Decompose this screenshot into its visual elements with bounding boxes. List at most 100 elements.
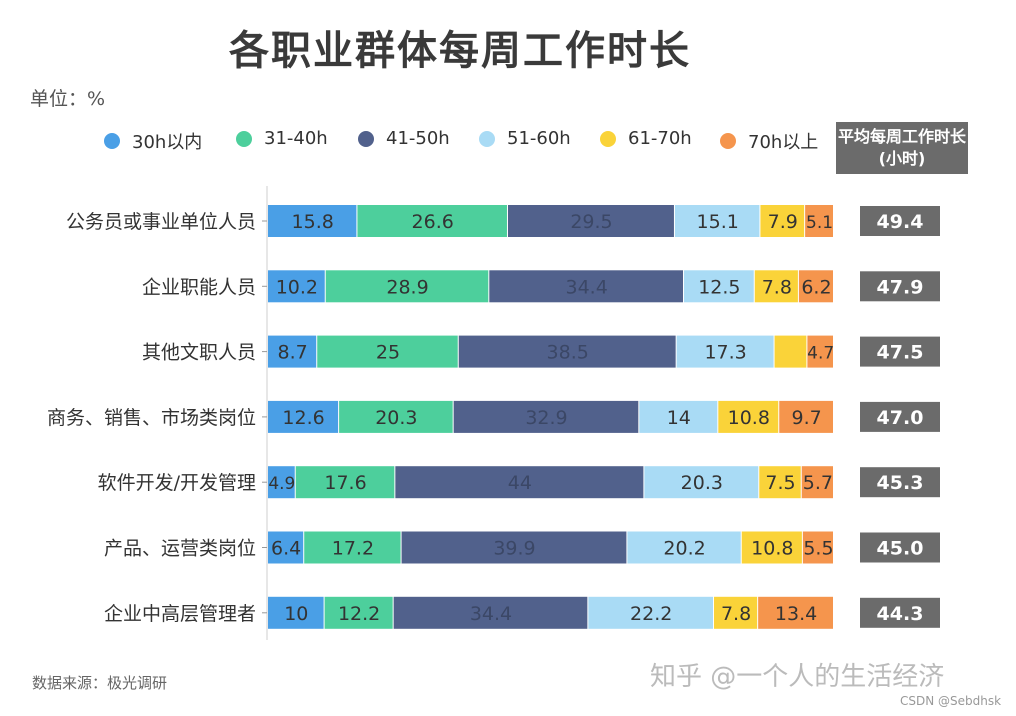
bar-value-label-5-1: 17.2 bbox=[332, 538, 374, 560]
category-label-2: 其他文职人员 bbox=[142, 342, 256, 364]
bar-segment-1-4 bbox=[754, 270, 798, 303]
category-label-0: 公务员或事业单位人员 bbox=[66, 211, 256, 233]
bar-value-label-4-0: 4.9 bbox=[268, 474, 295, 494]
bar-value-label-1-2: 34.4 bbox=[566, 276, 608, 298]
bar-value-label-1-5: 6.2 bbox=[801, 276, 831, 298]
bar-segment-3-2 bbox=[453, 400, 639, 433]
bar-segment-5-2 bbox=[401, 531, 627, 564]
legend-item-5: 70h以上 bbox=[720, 128, 818, 154]
bar-segment-4-5 bbox=[801, 466, 833, 499]
bar-segment-6-4 bbox=[714, 596, 758, 629]
bar-value-label-0-1: 26.6 bbox=[412, 211, 454, 233]
bar-segment-2-0 bbox=[268, 335, 317, 368]
bar-segment-1-3 bbox=[684, 270, 754, 303]
bar-value-label-6-2: 34.4 bbox=[470, 603, 512, 625]
legend-swatch-0 bbox=[104, 133, 120, 149]
legend-label-1: 31-40h bbox=[264, 128, 328, 149]
bar-segment-0-2 bbox=[507, 205, 674, 237]
bar-segment-0-3 bbox=[674, 205, 760, 237]
avg-hours-box-6 bbox=[860, 597, 940, 628]
bar-value-label-2-2: 38.5 bbox=[547, 342, 589, 364]
avg-hours-value-5: 45.0 bbox=[877, 538, 924, 560]
bar-segment-2-4 bbox=[774, 335, 807, 368]
bar-segment-3-5 bbox=[779, 400, 833, 433]
legend-swatch-5 bbox=[720, 133, 736, 149]
bar-segment-4-1 bbox=[295, 466, 395, 499]
bar-segment-4-0 bbox=[268, 466, 295, 499]
bar-segment-6-1 bbox=[324, 596, 393, 629]
bar-value-label-4-4: 7.5 bbox=[765, 472, 795, 494]
bar-segment-0-5 bbox=[805, 205, 833, 237]
bar-value-label-1-1: 28.9 bbox=[386, 276, 428, 298]
bar-segment-1-1 bbox=[325, 270, 489, 303]
bar-value-label-5-3: 20.2 bbox=[663, 538, 705, 560]
bar-segment-1-2 bbox=[489, 270, 684, 303]
bar-segment-5-4 bbox=[741, 531, 802, 564]
unit-label: 单位：% bbox=[30, 88, 106, 110]
category-label-1: 企业职能人员 bbox=[142, 276, 256, 298]
watermark: 知乎 @一个人的生活经济 bbox=[650, 662, 945, 692]
category-label-5: 产品、运营类岗位 bbox=[104, 538, 256, 560]
bar-value-label-5-0: 6.4 bbox=[271, 538, 301, 560]
bar-value-label-2-5: 4.7 bbox=[807, 344, 834, 364]
bar-value-label-0-3: 15.1 bbox=[697, 211, 739, 233]
bar-value-label-2-1: 25 bbox=[376, 342, 400, 364]
avg-hours-value-2: 47.5 bbox=[877, 342, 924, 364]
legend-item-3: 51-60h bbox=[479, 128, 571, 149]
legend-swatch-1 bbox=[236, 130, 252, 147]
bar-value-label-3-3: 14 bbox=[667, 407, 691, 429]
bar-value-label-5-4: 10.8 bbox=[751, 538, 793, 560]
avg-hours-value-6: 44.3 bbox=[877, 603, 924, 625]
legend-item-1: 31-40h bbox=[236, 128, 328, 149]
bar-value-label-6-4: 7.8 bbox=[721, 603, 751, 625]
bar-segment-5-0 bbox=[268, 531, 304, 564]
bar-segment-3-4 bbox=[718, 400, 779, 433]
bar-value-label-3-1: 20.3 bbox=[375, 407, 417, 429]
bar-segment-4-4 bbox=[759, 466, 801, 499]
credit-text: CSDN @Sebdhsk bbox=[900, 694, 1002, 708]
legend-item-2: 41-50h bbox=[358, 128, 450, 149]
avg-hours-header: 平均每周工作时长(小时) bbox=[836, 122, 968, 174]
bar-segment-2-1 bbox=[317, 335, 458, 368]
bar-segment-5-3 bbox=[627, 531, 741, 564]
avg-hours-box-5 bbox=[860, 532, 940, 563]
category-label-4: 软件开发/开发管理 bbox=[98, 472, 256, 494]
avg-hours-box-0 bbox=[860, 206, 940, 236]
legend-item-4: 61-70h bbox=[600, 128, 692, 149]
bar-segment-3-1 bbox=[339, 400, 453, 433]
bar-segment-5-1 bbox=[304, 531, 401, 564]
legend-swatch-2 bbox=[358, 130, 374, 147]
avg-hours-box-3 bbox=[860, 401, 940, 432]
bar-value-label-4-1: 17.6 bbox=[324, 472, 366, 494]
category-label-3: 商务、销售、市场类岗位 bbox=[47, 407, 256, 429]
bar-segment-2-5 bbox=[807, 335, 833, 368]
avg-hours-value-0: 49.4 bbox=[877, 211, 924, 233]
bar-value-label-5-5: 5.5 bbox=[803, 538, 833, 560]
bar-value-label-6-3: 22.2 bbox=[630, 603, 672, 625]
legend-item-0: 30h以内 bbox=[104, 128, 202, 154]
bar-segment-0-1 bbox=[357, 205, 507, 237]
chart-title: 各职业群体每周工作时长 bbox=[229, 28, 691, 74]
bar-segment-6-3 bbox=[588, 596, 714, 629]
bar-value-label-4-5: 5.7 bbox=[803, 472, 833, 494]
avg-hours-box-4 bbox=[860, 467, 940, 498]
legend-swatch-3 bbox=[479, 130, 495, 147]
data-source: 数据来源：极光调研 bbox=[32, 674, 168, 692]
bar-value-label-3-5: 9.7 bbox=[792, 407, 822, 429]
bar-segment-2-2 bbox=[458, 335, 676, 368]
bar-segment-6-0 bbox=[268, 596, 324, 629]
bar-value-label-4-2: 44 bbox=[508, 472, 532, 494]
bar-value-label-2-0: 8.7 bbox=[278, 342, 308, 364]
bar-segment-6-5 bbox=[758, 596, 833, 629]
avg-hours-box-1 bbox=[860, 271, 940, 302]
bar-value-label-0-5: 5.1 bbox=[806, 213, 833, 233]
legend-label-5: 70h以上 bbox=[748, 132, 819, 153]
category-label-6: 企业中高层管理者 bbox=[104, 603, 256, 625]
bar-segment-3-0 bbox=[268, 400, 339, 433]
bar-value-label-3-0: 12.6 bbox=[282, 407, 324, 429]
bar-value-label-1-3: 12.5 bbox=[698, 276, 740, 298]
legend-swatch-4 bbox=[600, 130, 616, 147]
bar-value-label-5-2: 39.9 bbox=[493, 538, 535, 560]
avg-hours-value-3: 47.0 bbox=[877, 407, 924, 429]
